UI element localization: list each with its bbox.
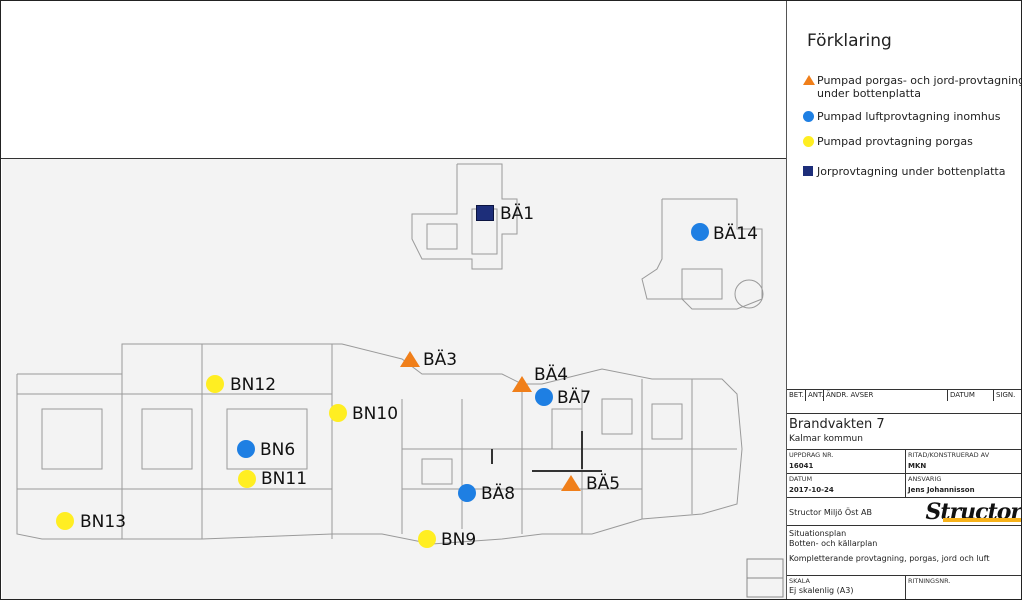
ritad-value: MKN [908, 462, 927, 470]
marker-ba14-label: BÄ14 [713, 224, 758, 244]
marker-bn9-circle [418, 530, 436, 548]
marker-ba7-circle [535, 388, 553, 406]
datum-cell: DATUM 2017-10-24 [787, 474, 905, 497]
legend-item-triangle: Pumpad porgas- och jord-provtagning unde… [803, 74, 1022, 102]
marker-bn10-circle [329, 404, 347, 422]
legend-item-text: Pumpad luftprovtagning inomhus [817, 110, 1001, 123]
marker-ba7-label: BÄ7 [557, 388, 592, 408]
marker-ba5-triangle [561, 475, 581, 491]
uppdrag-row: UPPDRAG NR. 16041 RITAD/KONSTRUERAD AV M… [787, 449, 1021, 473]
skala-label: SKALA [789, 577, 810, 585]
upper-divider [1, 158, 787, 159]
ritad-label: RITAD/KONSTRUERAD AV [908, 451, 990, 459]
uppdrag-label: UPPDRAG NR. [789, 451, 834, 459]
uppdrag-value: 16041 [789, 462, 814, 470]
marker-ba8-label: BÄ8 [481, 484, 516, 504]
ansvarig-value: Jens Johannisson [908, 486, 975, 494]
title-block: BET. ANT. ÄNDR. AVSER DATUM SIGN. Brandv… [787, 381, 1021, 599]
uppdrag-cell: UPPDRAG NR. 16041 [787, 450, 905, 473]
floor-plan-drawing [16, 163, 784, 598]
marker-ba1-label: BÄ1 [500, 204, 535, 224]
marker-ba14-circle [691, 223, 709, 241]
marker-ba4-label: BÄ4 [534, 365, 569, 385]
navy-square-icon [803, 166, 813, 176]
ritningsnr-cell: RITNINGSNR. [905, 576, 1021, 599]
ansvarig-label: ANSVARIG [908, 475, 942, 483]
marker-ba5-label: BÄ5 [586, 474, 621, 494]
skala-cell: SKALA Ej skalenlig (A3) [787, 576, 905, 599]
marker-bn13-label: BN13 [80, 512, 127, 532]
project-row: Brandvakten 7 Kalmar kommun [787, 413, 1021, 449]
desc-line-1: Situationsplan [789, 529, 847, 538]
legend-item-text: Jorprovtagning under bottenplatta [817, 165, 1006, 178]
ritad-cell: RITAD/KONSTRUERAD AV MKN [905, 450, 1021, 473]
datum-row: DATUM 2017-10-24 ANSVARIG Jens Johanniss… [787, 473, 1021, 497]
marker-bn11-circle [238, 470, 256, 488]
marker-bn10-label: BN10 [352, 404, 399, 424]
marker-bn6-circle [237, 440, 255, 458]
revision-header-row: BET. ANT. ÄNDR. AVSER DATUM SIGN. [787, 389, 1021, 401]
orange-triangle-icon [803, 75, 815, 85]
rev-datum-header: DATUM [947, 390, 993, 401]
legend-item-text: Pumpad porgas- och jord-provtagning unde… [817, 74, 1022, 100]
legend: Förklaring Pumpad porgas- och jord-provt… [787, 1, 1022, 381]
rev-andr-header: ÄNDR. AVSER [823, 390, 947, 401]
legend-item-text: Pumpad provtagning porgas [817, 135, 973, 148]
company-row: Structor Miljö Öst AB Structor [787, 497, 1021, 525]
yellow-circle-icon [803, 136, 814, 147]
marker-ba3-label: BÄ3 [423, 350, 458, 370]
desc-line-2: Botten- och källarplan [789, 539, 878, 548]
rev-ant-header: ANT. [805, 390, 823, 401]
legend-title: Förklaring [807, 31, 892, 51]
skala-row: SKALA Ej skalenlig (A3) RITNINGSNR. [787, 575, 1021, 599]
floor-plan [2, 159, 786, 599]
rev-sign-header: SIGN. [993, 390, 1021, 401]
marker-bn9-label: BN9 [441, 530, 477, 550]
marker-bn6-label: BN6 [260, 440, 296, 460]
marker-ba1-square [476, 205, 494, 221]
rev-bet-header: BET. [789, 391, 804, 399]
right-divider [786, 1, 787, 599]
marker-ba3-triangle [400, 351, 420, 367]
ansvarig-cell: ANSVARIG Jens Johannisson [905, 474, 1021, 497]
marker-bn11-label: BN11 [261, 469, 308, 489]
marker-ba4-triangle [512, 376, 532, 392]
marker-bn13-circle [56, 512, 74, 530]
datum-value: 2017-10-24 [789, 486, 834, 494]
skala-value: Ej skalenlig (A3) [789, 586, 854, 595]
ritningsnr-label: RITNINGSNR. [908, 577, 951, 585]
project-name: Brandvakten 7 [789, 417, 885, 432]
marker-bn12-label: BN12 [230, 375, 277, 395]
description-row: Situationsplan Botten- och källarplan Ko… [787, 525, 1021, 575]
marker-ba8-circle [458, 484, 476, 502]
desc-line-3: Kompletterande provtagning, porgas, jord… [789, 554, 990, 563]
datum-label: DATUM [789, 475, 813, 483]
marker-bn12-circle [206, 375, 224, 393]
blue-circle-icon [803, 111, 814, 122]
municipality: Kalmar kommun [789, 434, 863, 444]
company-name: Structor Miljö Öst AB [789, 508, 872, 517]
logo-bar [943, 518, 1021, 522]
